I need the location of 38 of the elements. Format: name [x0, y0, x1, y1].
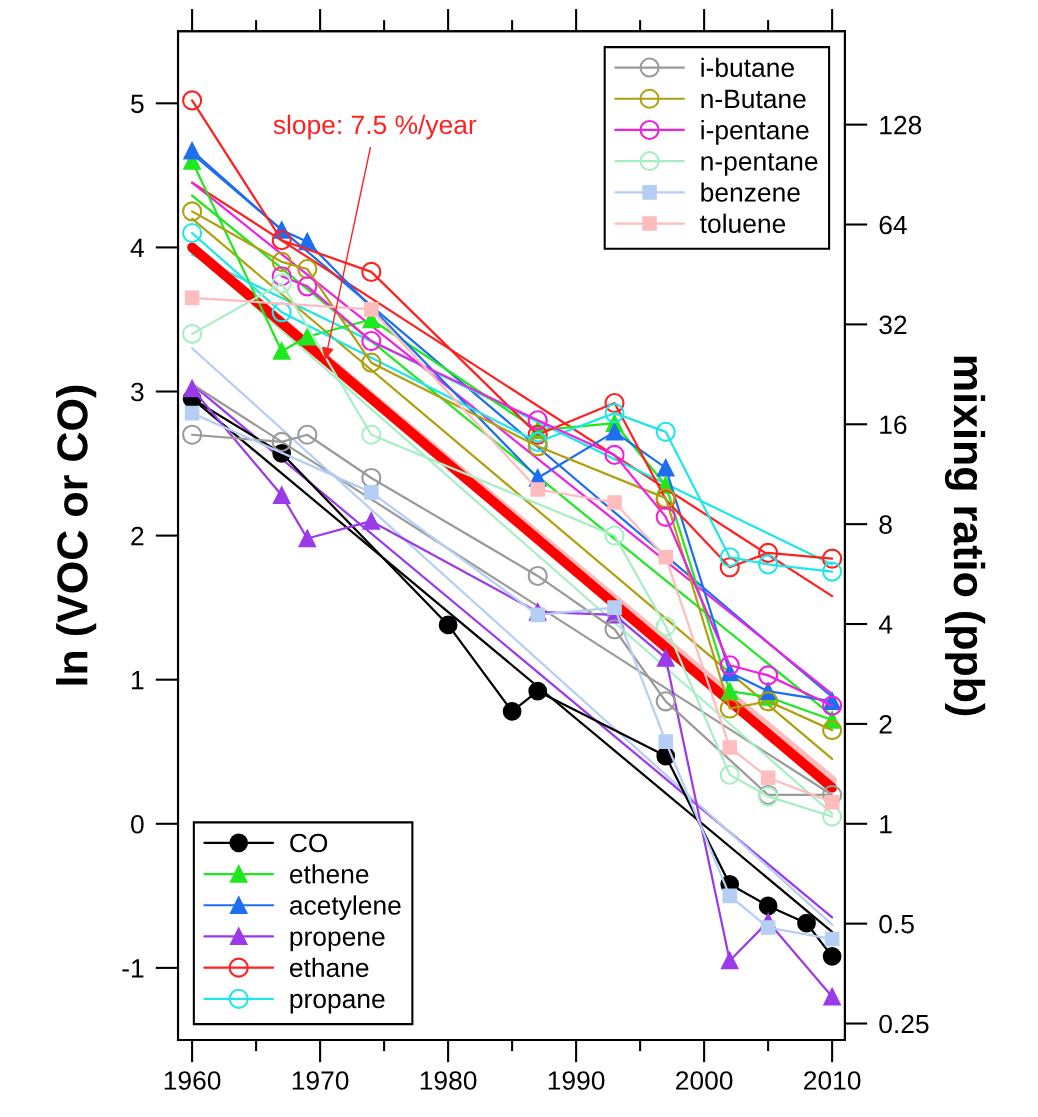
y2-tick-label: 0.25 — [879, 1014, 929, 1034]
legend-label: ethene — [289, 864, 369, 884]
legend-label: i-butane — [701, 57, 794, 78]
y2-tick-label: 0.5 — [879, 914, 914, 934]
y2-tick-label: 32 — [879, 315, 907, 335]
y-axis-title: ln (VOC or CO) — [56, 385, 97, 685]
y2-axis-title: mixing ratio (ppb) — [944, 356, 986, 716]
x-tick-label: 2000 — [676, 1071, 733, 1090]
legend-label: acetylene — [289, 895, 401, 920]
annotation: slope: 7.5 %/year — [273, 114, 477, 140]
y-tick-label: 2 — [131, 526, 144, 546]
y2-tick-label: 1 — [880, 815, 892, 834]
x-tick-label: 1980 — [420, 1071, 477, 1090]
legend-label: benzene — [701, 182, 800, 202]
legend-label: ethane — [289, 957, 369, 978]
legend-label: n-Butane — [701, 89, 806, 109]
y2-tick-label: 2 — [879, 715, 892, 734]
x-tick-label: 2010 — [804, 1071, 861, 1090]
y-tick-label: 4 — [130, 238, 144, 257]
legend-label: n-pentane — [701, 153, 818, 176]
y2-tick-label: 16 — [880, 415, 907, 435]
y-tick-label: 1 — [132, 671, 144, 690]
y-tick-label: 0 — [131, 814, 144, 834]
y2-tick-label: 64 — [879, 215, 907, 235]
legend-label: toluene — [700, 213, 786, 234]
y2-tick-label: 128 — [880, 115, 922, 135]
y-tick-label: 5 — [131, 94, 144, 114]
y-tick-label: -1 — [122, 959, 144, 978]
legend-label: propane — [290, 993, 385, 1014]
legend-label: CO — [290, 833, 328, 853]
y-tick-label: 3 — [131, 382, 144, 402]
legend-label: propene — [290, 931, 385, 952]
x-tick-label: 1970 — [292, 1071, 349, 1090]
y2-tick-label: 4 — [878, 615, 893, 634]
legend-label: i-pentane — [701, 120, 809, 145]
x-tick-label: 1990 — [548, 1071, 605, 1090]
x-tick-label: 1960 — [164, 1071, 221, 1090]
y2-tick-label: 8 — [879, 515, 892, 534]
